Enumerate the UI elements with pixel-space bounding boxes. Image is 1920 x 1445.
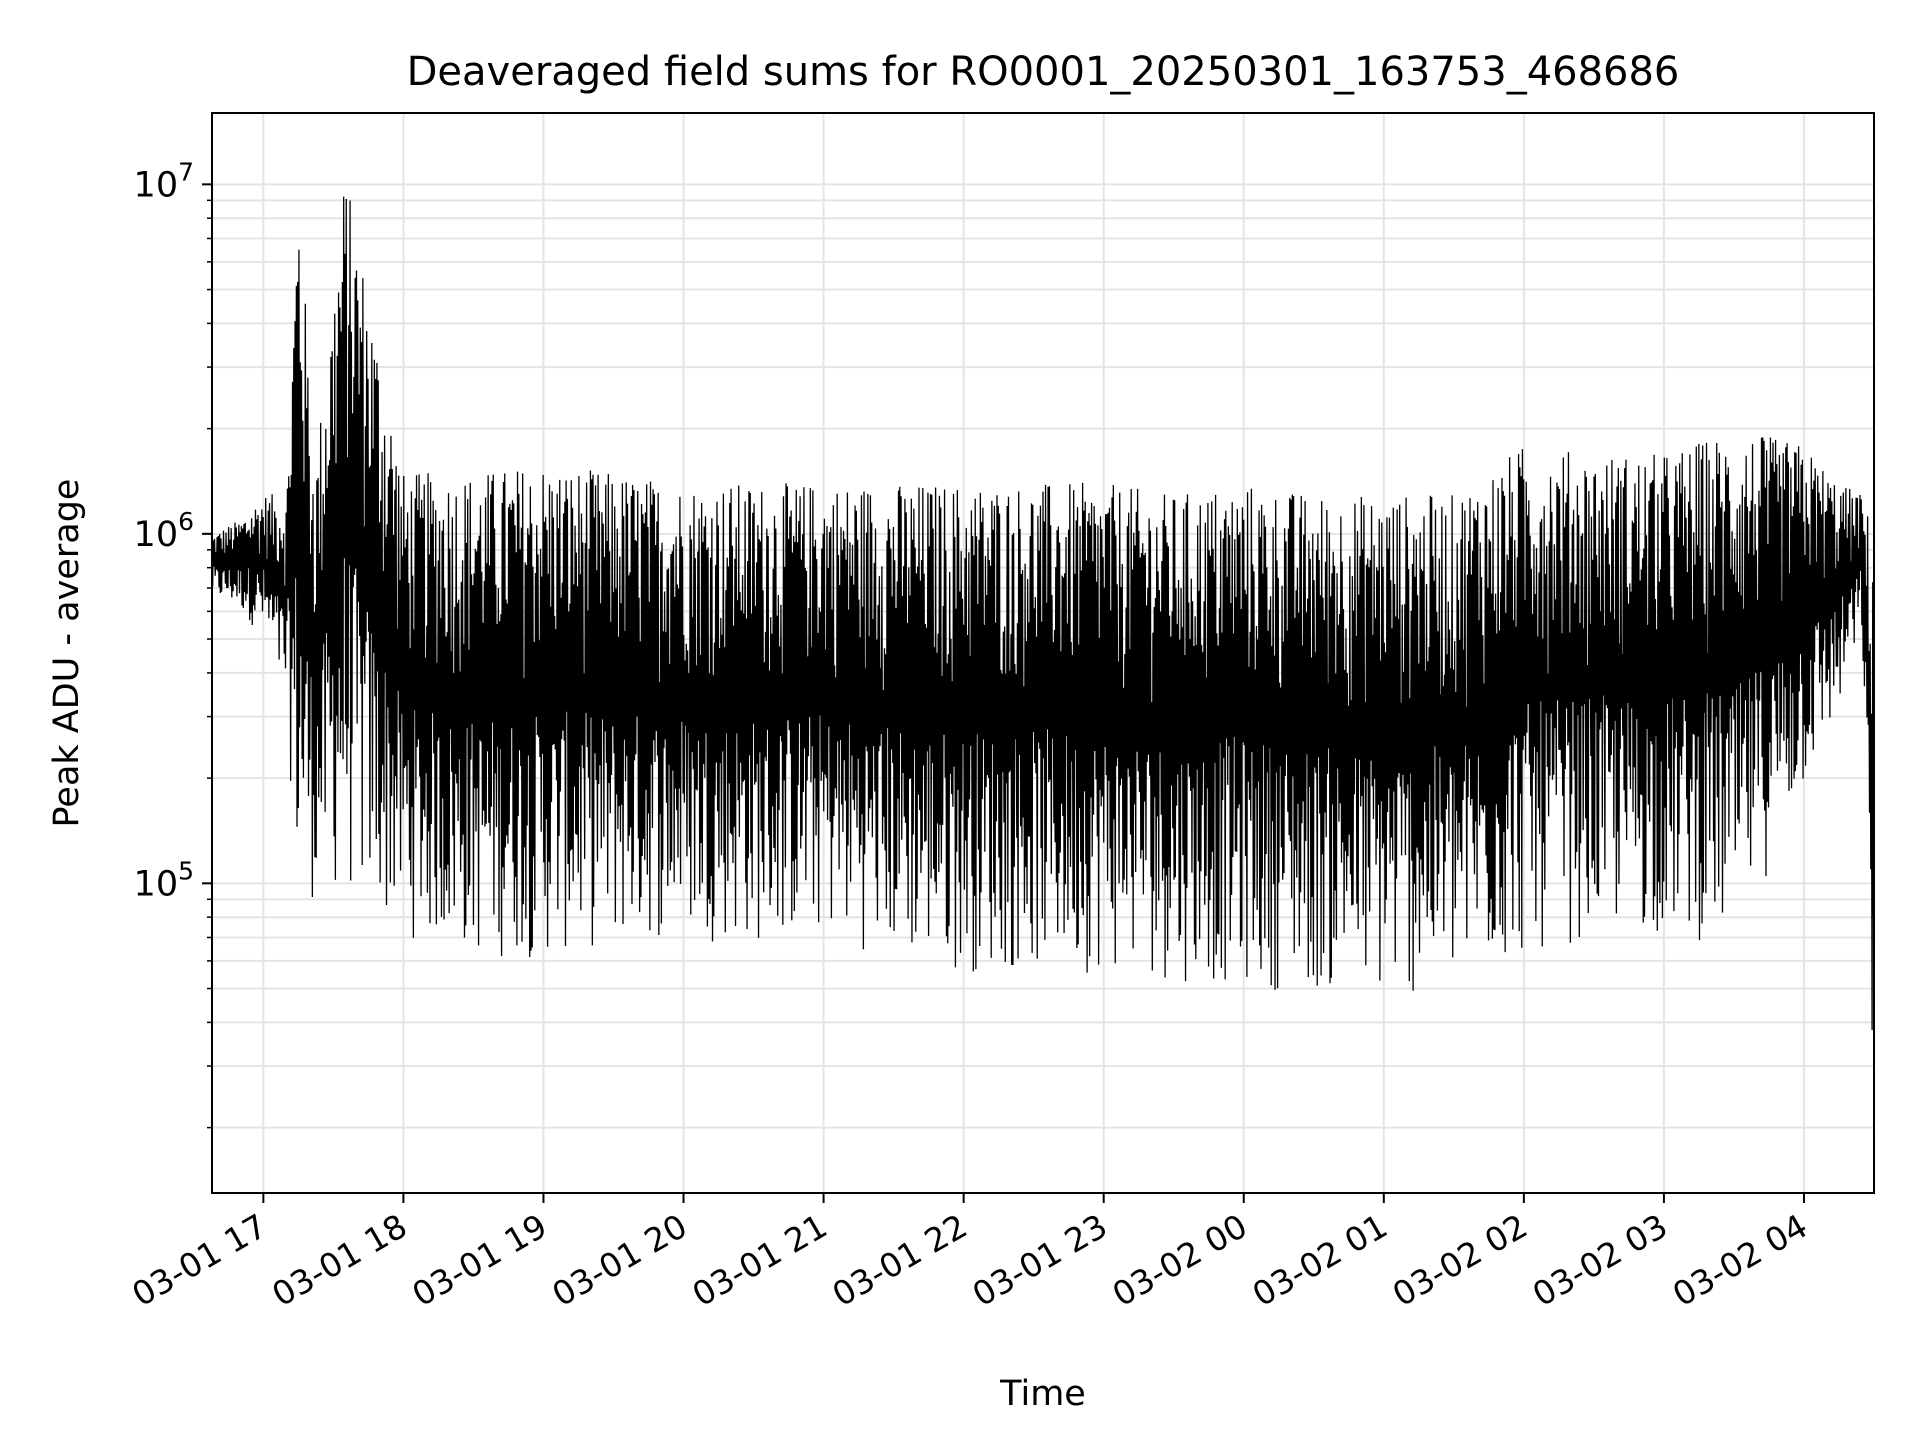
plot-frame [211, 112, 1875, 1194]
series-line [211, 196, 1875, 1030]
y-tick-label: 106 [134, 507, 194, 555]
y-tick-label: 107 [134, 157, 194, 205]
x-axis-label: Time [999, 1374, 1086, 1414]
data-layer [211, 196, 1875, 1030]
y-tick-label: 105 [134, 856, 194, 904]
y-axis-label: Peak ADU - average [47, 479, 87, 828]
chart-title: Deaveraged field sums for RO0001_2025030… [407, 49, 1680, 95]
